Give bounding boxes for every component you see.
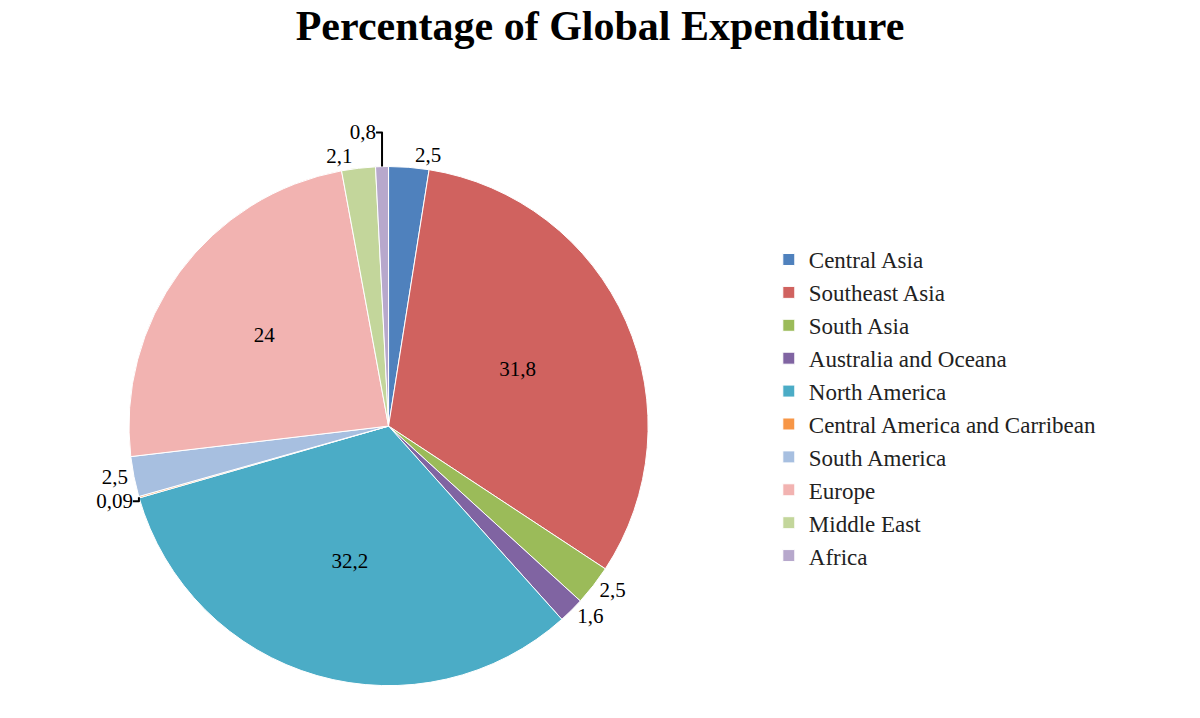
svg-text:Europe: Europe [809, 479, 875, 504]
svg-text:Middle East: Middle East [809, 512, 921, 537]
svg-text:1,6: 1,6 [577, 604, 603, 628]
svg-text:Central America and Carribean: Central America and Carribean [809, 413, 1096, 438]
svg-text:2,5: 2,5 [599, 578, 625, 602]
svg-text:Southeast Asia: Southeast Asia [809, 281, 945, 306]
svg-text:32,2: 32,2 [331, 549, 368, 573]
svg-text:2,1: 2,1 [326, 144, 352, 168]
svg-text:24: 24 [254, 323, 276, 347]
svg-text:Africa: Africa [809, 545, 868, 570]
svg-text:South Asia: South Asia [809, 314, 909, 339]
svg-text:2,5: 2,5 [415, 143, 441, 167]
svg-text:31,8: 31,8 [499, 357, 536, 381]
svg-text:Australia and Oceana: Australia and Oceana [809, 347, 1007, 372]
svg-text:2,5: 2,5 [102, 465, 128, 489]
svg-text:Central Asia: Central Asia [809, 248, 923, 273]
svg-text:0,8: 0,8 [350, 120, 376, 144]
svg-text:South America: South America [809, 446, 946, 471]
svg-text:Percentage of Global Expenditu: Percentage of Global Expenditure [296, 3, 905, 49]
svg-text:North America: North America [809, 380, 946, 405]
svg-text:0,09: 0,09 [96, 489, 133, 513]
